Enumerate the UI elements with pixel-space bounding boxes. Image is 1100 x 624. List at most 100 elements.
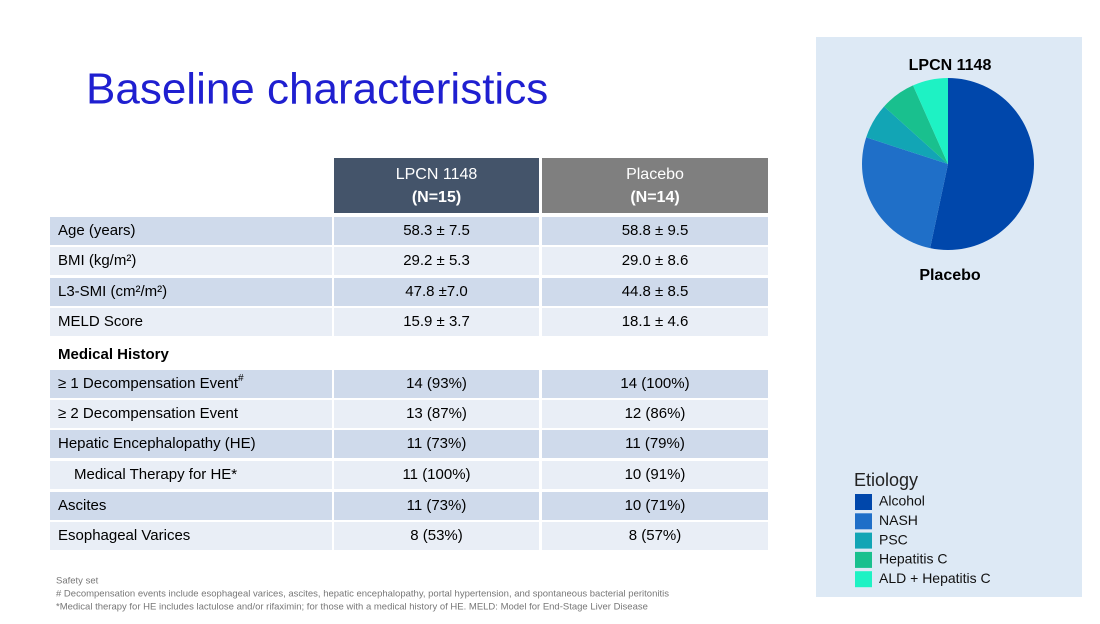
row-label: BMI (kg/m²) bbox=[58, 252, 136, 269]
row-label-text: ≥ 1 Decompensation Event bbox=[58, 375, 239, 392]
header-n: (N=14) bbox=[630, 189, 679, 206]
row-value: 18.1 ± 4.6 bbox=[622, 313, 689, 330]
row-label-text: Ascites bbox=[58, 497, 106, 514]
table-cell bbox=[334, 430, 539, 458]
legend-title: Etiology bbox=[854, 470, 918, 490]
pie-slice bbox=[862, 137, 948, 249]
row-value: 10 (71%) bbox=[625, 497, 686, 514]
row-value: 8 (57%) bbox=[629, 527, 682, 544]
row-label: Hepatic Encephalopathy (HE) bbox=[58, 435, 256, 452]
slide-title: Baseline characteristics bbox=[86, 65, 548, 114]
header-n: (N=15) bbox=[412, 189, 461, 206]
table-cell bbox=[542, 522, 768, 550]
row-label-text: Medical Therapy for HE* bbox=[74, 466, 237, 483]
row-value: 11 (73%) bbox=[407, 435, 467, 452]
table-cell bbox=[334, 492, 539, 520]
row-value: 8 (53%) bbox=[410, 527, 463, 544]
legend-label: Alcohol bbox=[879, 493, 925, 509]
row-label: Ascites bbox=[58, 497, 106, 514]
row-label: ≥ 2 Decompensation Event bbox=[58, 405, 239, 422]
legend-swatch bbox=[855, 513, 872, 530]
table-cell bbox=[542, 370, 768, 398]
row-value: 11 (100%) bbox=[402, 466, 470, 483]
table-cell bbox=[50, 522, 332, 550]
table-cell bbox=[542, 308, 768, 336]
table-cell bbox=[542, 400, 768, 428]
header-name: Placebo bbox=[626, 166, 684, 183]
table-cell bbox=[334, 370, 539, 398]
legend-swatch bbox=[855, 532, 872, 549]
footnote: Safety set bbox=[56, 576, 99, 587]
table-cell bbox=[542, 430, 768, 458]
pie-slice bbox=[930, 78, 1034, 250]
legend-label: Hepatitis C bbox=[879, 551, 947, 567]
header-cell bbox=[334, 158, 539, 213]
row-value: 58.3 ± 7.5 bbox=[403, 222, 470, 239]
table-cell bbox=[50, 492, 332, 520]
row-value: 47.8 ±7.0 bbox=[405, 283, 467, 300]
row-value: 44.8 ± 8.5 bbox=[622, 283, 689, 300]
table-cell bbox=[50, 430, 332, 458]
legend-swatch bbox=[855, 494, 872, 510]
legend-label: PSC bbox=[879, 531, 908, 547]
row-label: Esophageal Varices bbox=[58, 527, 190, 544]
table-cell bbox=[334, 217, 539, 245]
footnote: *Medical therapy for HE includes lactulo… bbox=[56, 602, 648, 613]
legend-label: ALD + Hepatitis C bbox=[879, 570, 991, 586]
table-cell bbox=[542, 247, 768, 275]
pie-subtitle: Placebo bbox=[919, 267, 981, 284]
row-value: 13 (87%) bbox=[406, 405, 467, 422]
row-label: Medical Therapy for HE* bbox=[74, 466, 237, 483]
table-cell bbox=[334, 400, 539, 428]
row-label: ≥ 1 Decompensation Event# bbox=[58, 373, 244, 392]
pie-slice bbox=[884, 85, 948, 164]
table-cell bbox=[50, 461, 332, 489]
legend-swatch bbox=[855, 571, 872, 588]
table-cell bbox=[50, 278, 332, 306]
table-cell bbox=[50, 247, 332, 275]
table-cell bbox=[334, 247, 539, 275]
row-value: 58.8 ± 9.5 bbox=[622, 222, 689, 239]
table-cell bbox=[50, 400, 332, 428]
row-label: L3-SMI (cm²/m²) bbox=[58, 283, 167, 300]
table-cell bbox=[334, 308, 539, 336]
table-cell bbox=[542, 278, 768, 306]
pie-slice bbox=[866, 106, 948, 164]
row-label-text: ≥ 2 Decompensation Event bbox=[58, 405, 239, 422]
row-label-text: MELD Score bbox=[58, 313, 143, 330]
table-cell bbox=[50, 370, 332, 398]
row-value: 12 (86%) bbox=[625, 405, 686, 422]
row-label-text: Esophageal Varices bbox=[58, 527, 190, 544]
row-label-text: L3-SMI (cm²/m²) bbox=[58, 283, 167, 300]
row-label-text: Age (years) bbox=[58, 222, 136, 239]
row-value: 14 (100%) bbox=[620, 375, 689, 392]
row-label-text: BMI (kg/m²) bbox=[58, 252, 136, 269]
section-label: Medical History bbox=[58, 346, 170, 363]
table-cell bbox=[542, 461, 768, 489]
header-cell bbox=[542, 158, 768, 213]
table-cell bbox=[334, 522, 539, 550]
row-value: 11 (79%) bbox=[625, 435, 685, 452]
row-label: Age (years) bbox=[58, 222, 136, 239]
row-value: 14 (93%) bbox=[406, 375, 467, 392]
row-label: MELD Score bbox=[58, 313, 143, 330]
table-cell bbox=[542, 217, 768, 245]
header-name: LPCN 1148 bbox=[396, 166, 478, 183]
row-label-sup: # bbox=[238, 373, 244, 384]
pie-title: LPCN 1148 bbox=[909, 57, 992, 74]
table-cell bbox=[334, 461, 539, 489]
table-cell bbox=[542, 492, 768, 520]
table-cell bbox=[50, 217, 332, 245]
legend-swatch bbox=[855, 551, 872, 568]
table-cell bbox=[50, 308, 332, 336]
row-value: 15.9 ± 3.7 bbox=[403, 313, 470, 330]
table-cell bbox=[334, 278, 539, 306]
row-value: 29.0 ± 8.6 bbox=[622, 252, 689, 269]
row-value: 11 (73%) bbox=[407, 497, 467, 514]
footnote: # Decompensation events include esophage… bbox=[56, 589, 669, 600]
row-label-text: Hepatic Encephalopathy (HE) bbox=[58, 435, 256, 452]
row-value: 10 (91%) bbox=[625, 466, 686, 483]
pie-slice bbox=[913, 78, 948, 164]
legend-label: NASH bbox=[879, 512, 918, 528]
